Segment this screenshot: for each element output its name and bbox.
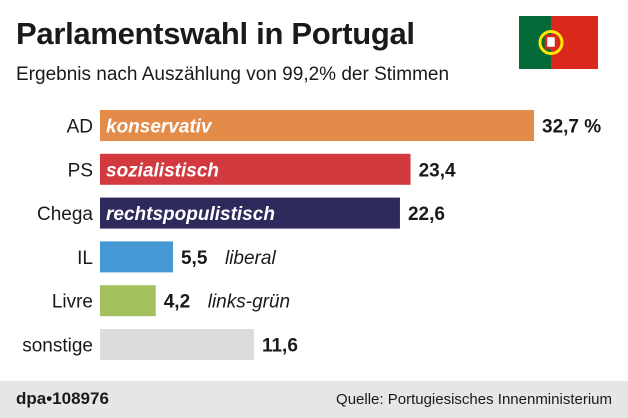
category-label: sonstige <box>22 336 93 357</box>
source-label: Quelle: Portugiesisches Innenministerium <box>336 391 612 408</box>
value-label: 5,5 <box>181 248 208 269</box>
party-descriptor: sozialistisch <box>106 160 219 181</box>
category-label: Livre <box>52 292 93 313</box>
bar <box>100 329 254 360</box>
category-label: PS <box>68 160 93 181</box>
bar-chart: AD konservativ 32,7 % PS sozialistisch 23,4 Ch… <box>22 110 601 360</box>
bar <box>100 285 156 317</box>
party-descriptor: links-grün <box>208 292 290 313</box>
chart-subtitle: Ergebnis nach Auszählung von 99,2% der S… <box>16 64 450 85</box>
chart-title: Parlamentswahl in Portugal <box>16 16 415 51</box>
footer: dpa•108976 Quelle: Portugiesisches Innen… <box>0 381 628 418</box>
category-label: IL <box>77 248 93 269</box>
value-label: 22,6 <box>408 204 445 225</box>
portugal-flag-icon <box>519 16 598 69</box>
value-label: 4,2 <box>164 292 190 313</box>
brand-label: dpa•108976 <box>16 389 109 408</box>
value-label: 11,6 <box>262 336 298 357</box>
bar <box>100 153 411 185</box>
bar <box>100 241 173 273</box>
value-label: 23,4 <box>419 160 456 181</box>
bar <box>100 110 534 141</box>
category-label: AD <box>67 117 93 138</box>
value-label: 32,7 % <box>542 117 601 138</box>
category-label: Chega <box>37 204 93 225</box>
bar <box>100 197 400 229</box>
party-descriptor: rechtspopulistisch <box>106 204 275 225</box>
party-descriptor: konservativ <box>106 117 213 138</box>
party-descriptor: liberal <box>225 248 276 269</box>
